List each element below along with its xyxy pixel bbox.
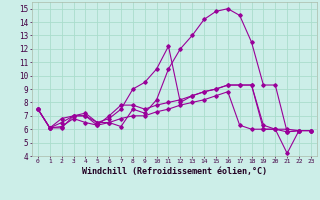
X-axis label: Windchill (Refroidissement éolien,°C): Windchill (Refroidissement éolien,°C): [82, 167, 267, 176]
